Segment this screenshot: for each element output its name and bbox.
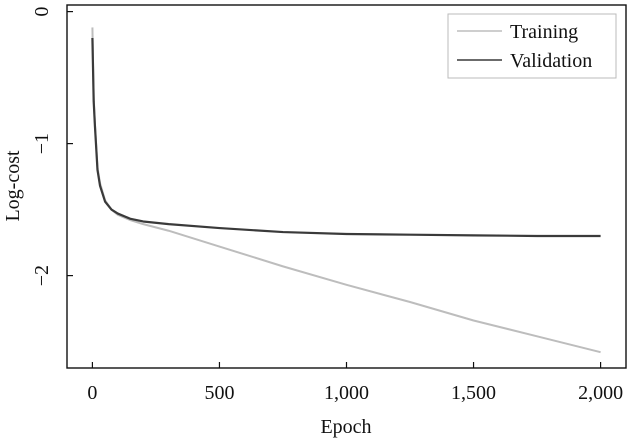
- legend-label-training: Training: [510, 21, 578, 43]
- series-layer: [91, 27, 601, 354]
- legend-box: [447, 13, 617, 79]
- x-axis-label: Epoch: [320, 416, 371, 438]
- x-tick-label: 0: [87, 382, 97, 404]
- legend: Training Validation: [447, 13, 617, 79]
- x-tick-label: 500: [204, 382, 234, 404]
- x-axis-ticks: 0 500 1,000 1,500 2,000: [87, 362, 623, 404]
- y-tick-label: 0: [31, 7, 53, 17]
- x-tick-label: 2,000: [578, 382, 623, 404]
- y-axis-label: Log-cost: [2, 150, 24, 222]
- y-tick-label: −1: [31, 133, 53, 154]
- y-tick-label: −2: [31, 265, 53, 286]
- x-tick-label: 1,000: [324, 382, 369, 404]
- series-line-validation: [91, 37, 601, 238]
- legend-label-validation: Validation: [510, 50, 592, 72]
- x-tick-label: 1,500: [451, 382, 496, 404]
- y-axis-ticks: 0 −1 −2: [31, 7, 73, 286]
